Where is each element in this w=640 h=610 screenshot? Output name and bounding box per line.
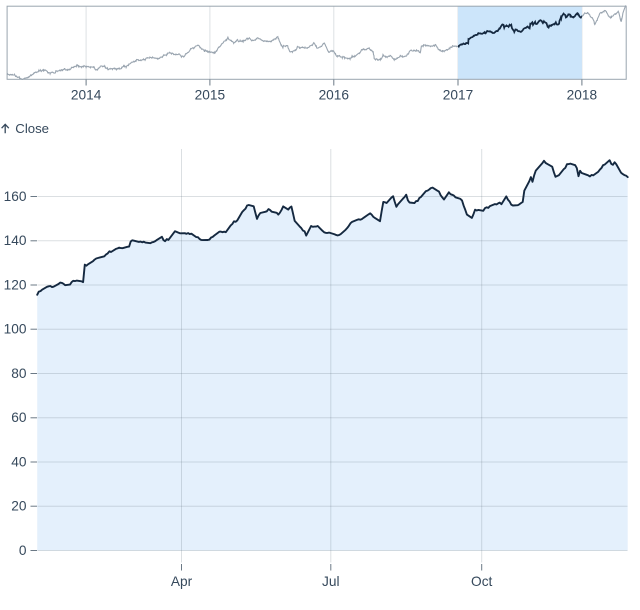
svg-text:Close: Close: [15, 121, 49, 136]
svg-text:140: 140: [4, 233, 27, 248]
svg-text:120: 120: [4, 277, 27, 292]
svg-text:2014: 2014: [71, 88, 102, 103]
svg-text:2015: 2015: [195, 88, 226, 103]
svg-text:60: 60: [11, 410, 27, 425]
svg-text:2018: 2018: [567, 88, 598, 103]
svg-text:Jul: Jul: [322, 574, 340, 589]
svg-text:2016: 2016: [319, 88, 350, 103]
svg-text:100: 100: [4, 322, 27, 337]
svg-text:80: 80: [11, 366, 27, 381]
svg-text:20: 20: [11, 499, 27, 514]
svg-text:160: 160: [4, 189, 27, 204]
svg-text:0: 0: [19, 543, 27, 558]
svg-text:Oct: Oct: [471, 574, 492, 589]
svg-text:40: 40: [11, 454, 27, 469]
svg-text:2017: 2017: [443, 88, 473, 103]
svg-text:Apr: Apr: [171, 574, 193, 589]
